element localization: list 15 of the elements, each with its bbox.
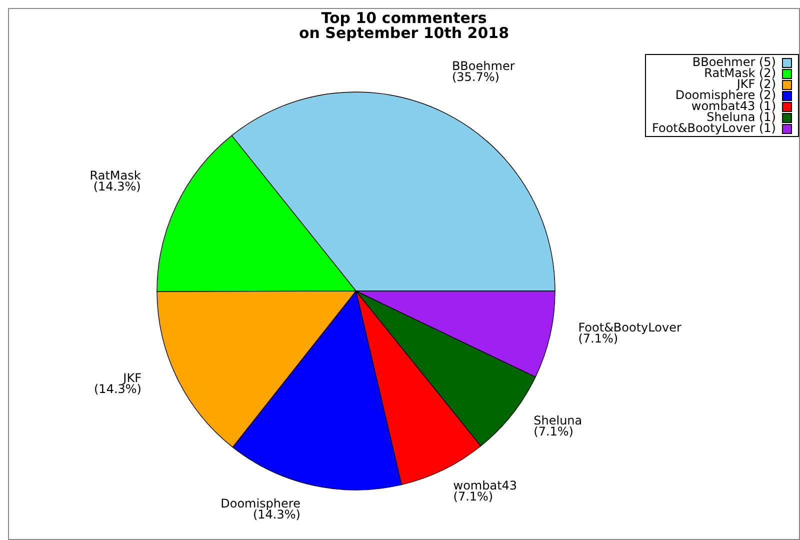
data-label: Sheluna (7.1%) — [534, 414, 582, 439]
chart-title: Top 10 commenters on September 10th 2018 — [298, 9, 510, 42]
data-label: Doomisphere (14.3%) — [220, 496, 300, 522]
data-label: JKF (14.3%) — [94, 370, 142, 396]
legend-label: RatMask (2) — [704, 66, 776, 80]
data-label: RatMask (14.3%) — [90, 168, 141, 194]
legend-label: wombat43 (1) — [691, 99, 776, 113]
legend-label: JKF (2) — [736, 77, 776, 91]
data-label: wombat43 (7.1%) — [453, 478, 518, 504]
data-label: Foot&BootyLover (7.1%) — [578, 320, 682, 346]
legend-label: BBoehmer (5) — [692, 55, 776, 69]
legend-label: Sheluna (1) — [706, 110, 776, 124]
legend-label: Foot&BootyLover (1) — [652, 121, 776, 135]
data-label: BBoehmer (35.7%) — [452, 59, 515, 84]
legend-label: Doomisphere (2) — [675, 88, 776, 102]
